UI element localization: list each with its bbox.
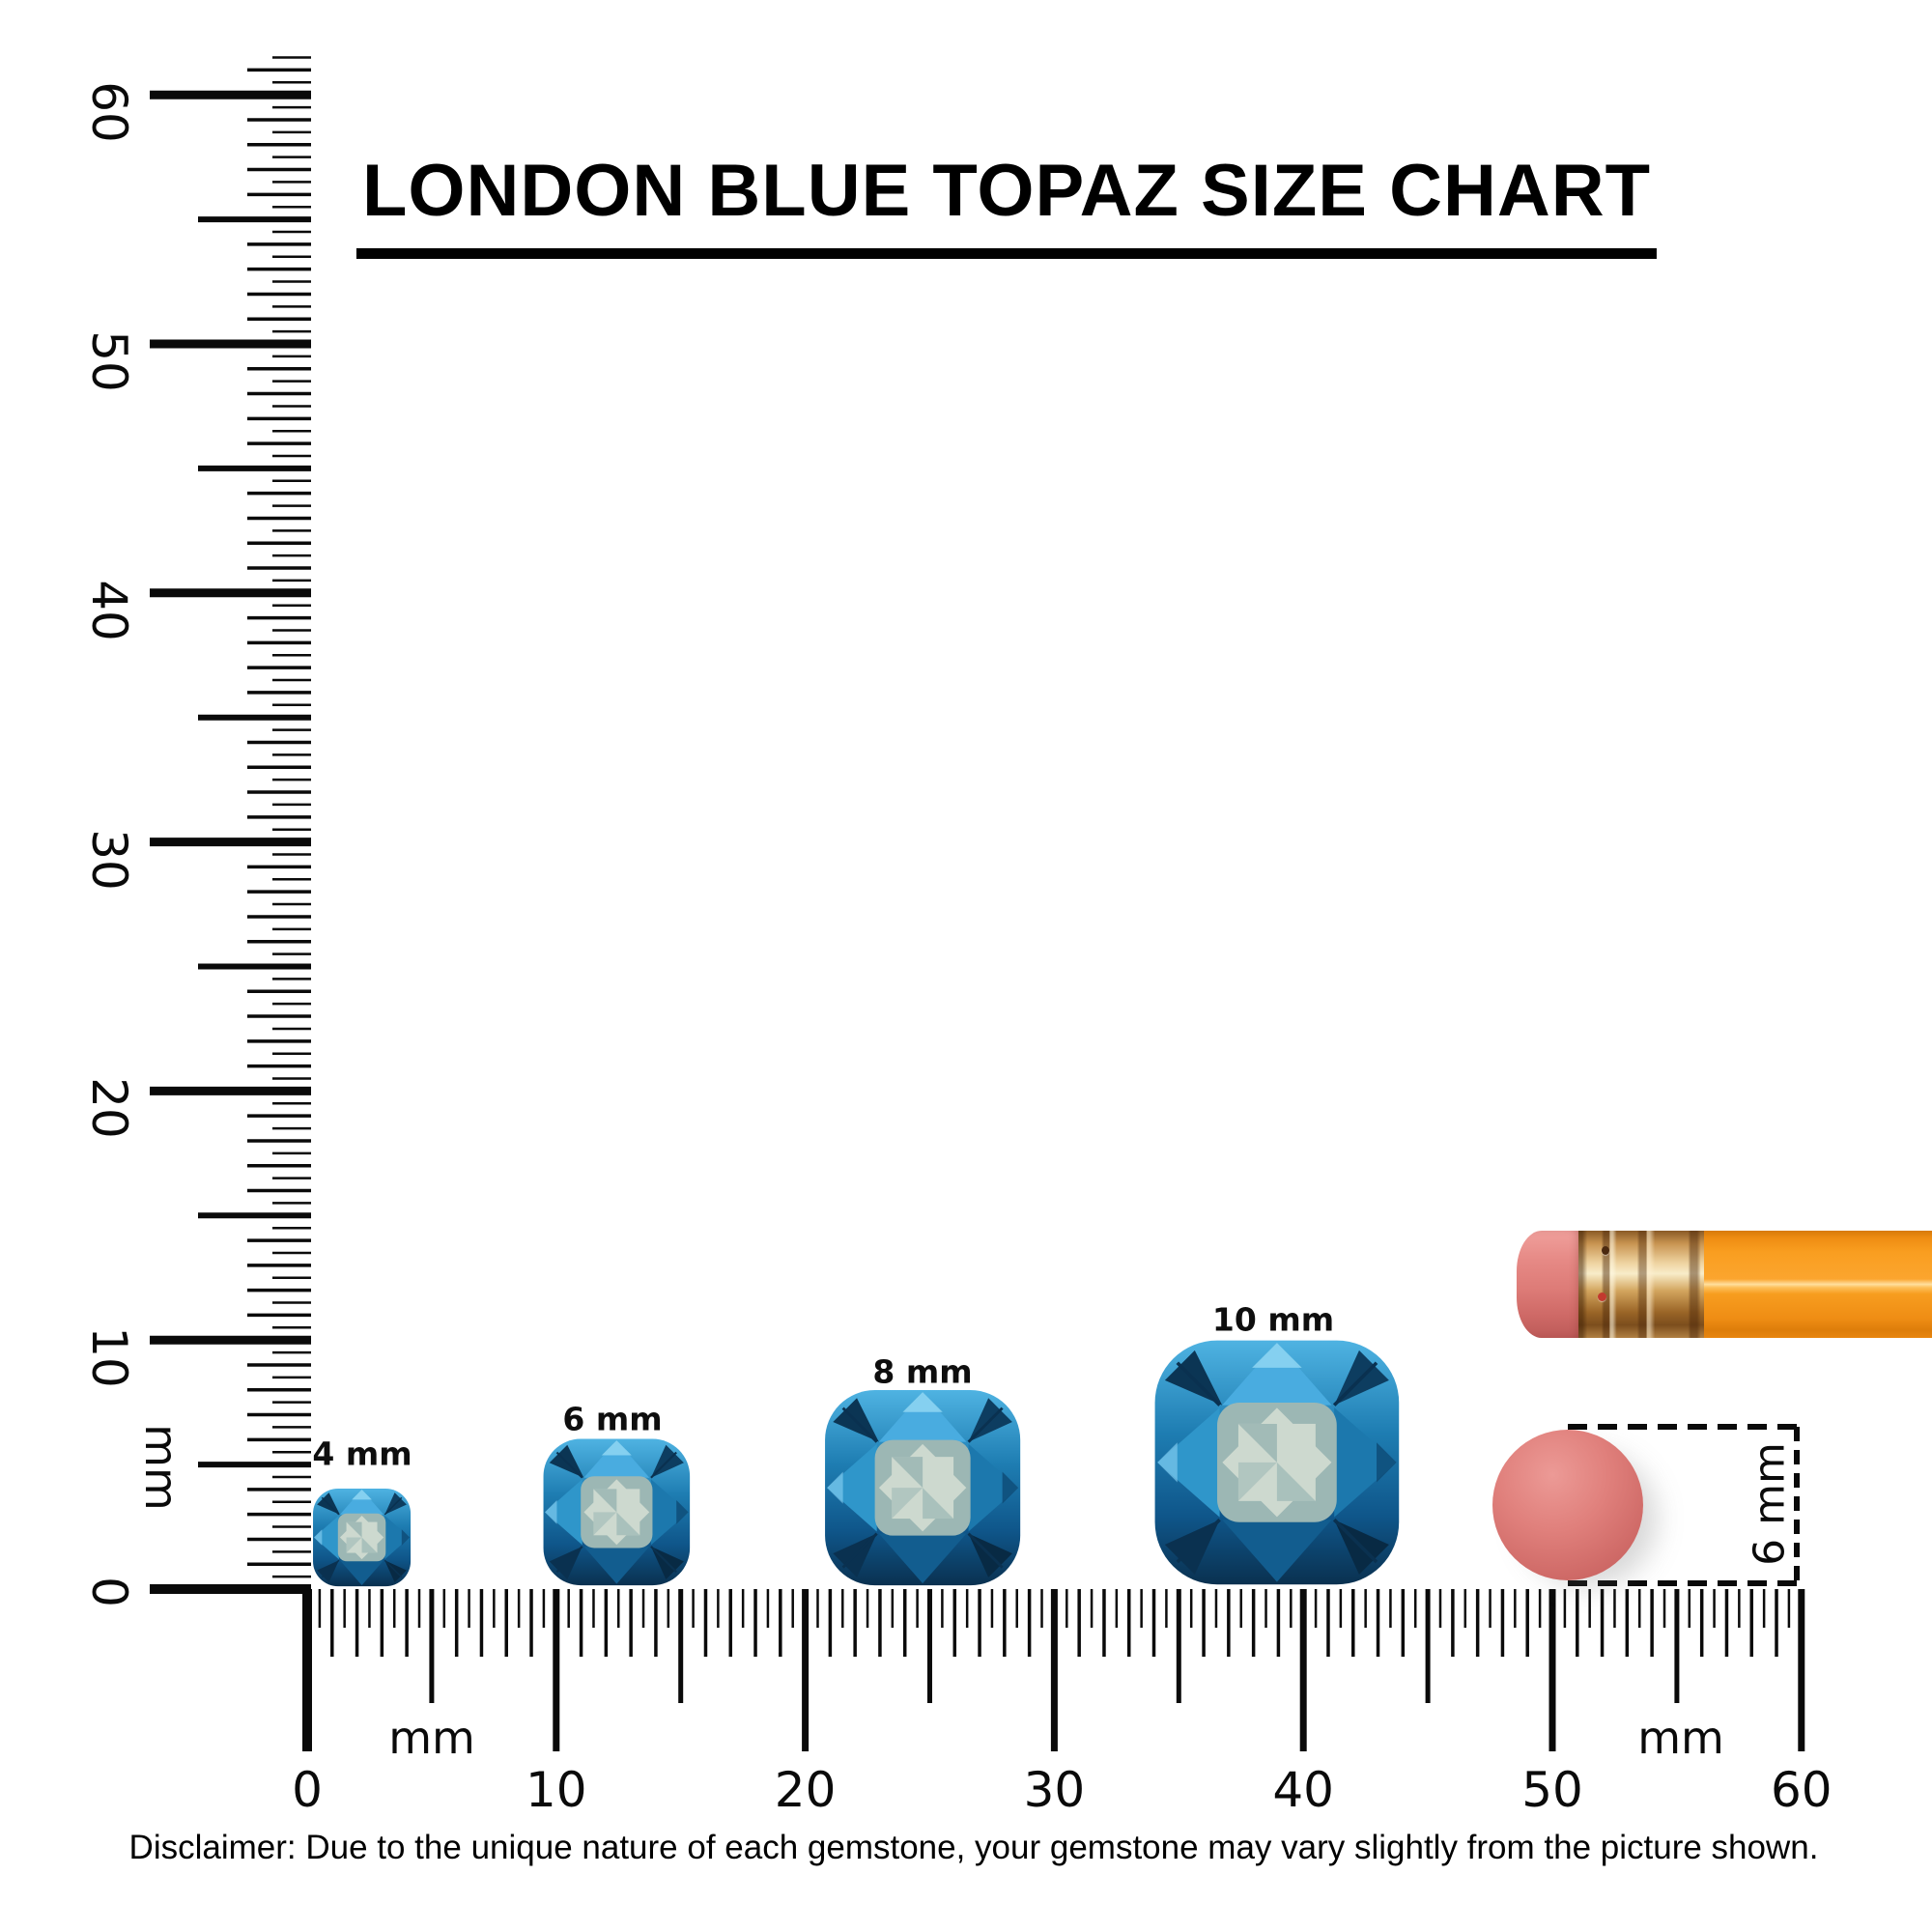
horizontal-ruler-unit-label-left: mm <box>388 1712 475 1764</box>
ferrule-rivet-dot <box>1602 1246 1609 1255</box>
horizontal-ruler-number: 10 <box>525 1762 587 1818</box>
disclaimer-text: Disclaimer: Due to the unique nature of … <box>128 1829 1819 1866</box>
horizontal-ruler-unit-label-right: mm <box>1637 1712 1724 1764</box>
gem-size-label-4mm: 4 mm <box>312 1435 412 1473</box>
horizontal-ruler-number: 0 <box>292 1762 323 1818</box>
vertical-ruler-number: 50 <box>81 330 137 392</box>
gemstone-10mm <box>1154 1340 1400 1585</box>
ferrule-rivet-dot <box>1598 1293 1606 1301</box>
eraser-diameter-label: 6 mm <box>1745 1442 1795 1566</box>
vertical-ruler-number: 30 <box>81 828 137 891</box>
gemstone-4mm <box>313 1488 412 1586</box>
vertical-ruler-number: 0 <box>81 1577 137 1607</box>
horizontal-ruler-number: 50 <box>1521 1762 1583 1818</box>
vertical-ruler-number: 20 <box>81 1077 137 1140</box>
pencil-ferrule <box>1578 1231 1706 1338</box>
gem-size-label-8mm: 8 mm <box>872 1352 973 1391</box>
vertical-ruler-number: 40 <box>81 579 137 641</box>
page-title: LONDON BLUE TOPAZ SIZE CHART <box>355 149 1658 259</box>
horizontal-ruler-number: 20 <box>774 1762 837 1818</box>
pencil <box>1517 1231 1932 1338</box>
pencil-body <box>1704 1231 1932 1338</box>
vertical-ruler-unit-label: mm <box>135 1424 187 1511</box>
gem-size-label-10mm: 10 mm <box>1211 1300 1335 1339</box>
vertical-ruler-number: 60 <box>81 81 137 143</box>
gem-size-label-6mm: 6 mm <box>562 1400 663 1438</box>
pencil-eraser-end-view <box>1492 1430 1643 1580</box>
horizontal-ruler-number: 30 <box>1023 1762 1086 1818</box>
gemstone-6mm <box>543 1438 690 1586</box>
vertical-ruler-number: 10 <box>81 1326 137 1388</box>
horizontal-ruler-number: 40 <box>1272 1762 1334 1818</box>
horizontal-ruler-number: 60 <box>1770 1762 1833 1818</box>
gemstone-8mm <box>824 1389 1021 1585</box>
pencil-eraser-tip <box>1517 1231 1584 1338</box>
